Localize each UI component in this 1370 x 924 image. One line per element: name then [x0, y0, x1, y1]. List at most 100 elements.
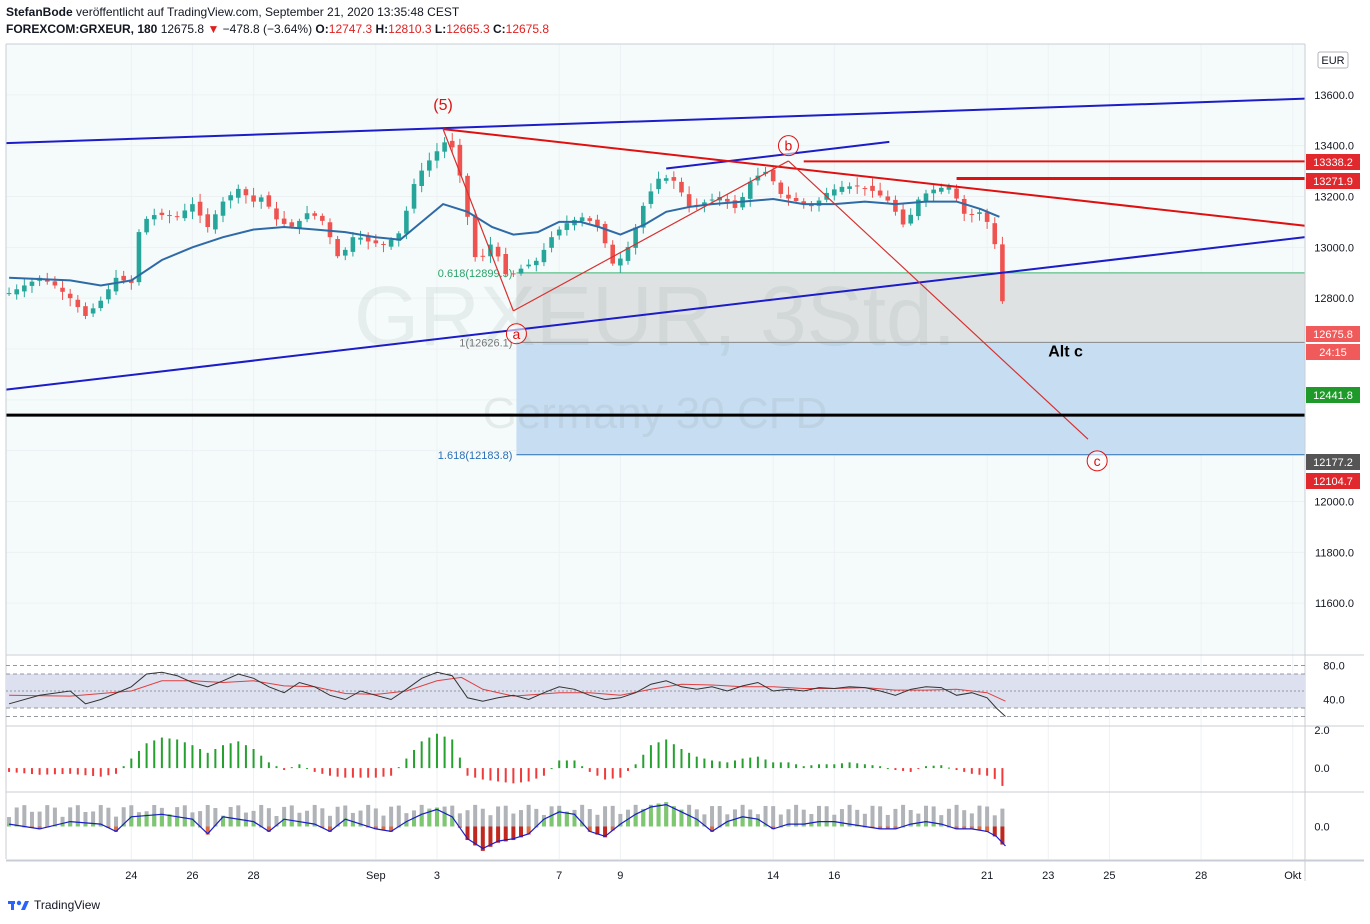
candle-body — [14, 289, 19, 295]
macd-bar — [336, 768, 339, 777]
wave-b-up-line — [513, 160, 789, 312]
momentum-gray-bar — [274, 815, 279, 827]
x-tick-label: 21 — [981, 870, 993, 882]
macd-bar — [902, 768, 905, 771]
momentum-gray-bar — [992, 815, 997, 827]
y-tick-label: 13000.0 — [1314, 242, 1354, 254]
momentum-bar — [748, 817, 753, 827]
macd-bar — [137, 750, 140, 769]
momentum-gray-bar — [37, 811, 42, 827]
candle-body — [854, 185, 860, 187]
macd-bar — [397, 767, 400, 769]
x-tick-label: 14 — [767, 870, 779, 882]
momentum-bar — [694, 818, 699, 827]
candle-body — [663, 178, 669, 181]
momentum-gray-bar — [893, 808, 898, 827]
candle-body — [946, 186, 952, 190]
candle-body — [220, 201, 226, 216]
candle-body — [281, 218, 287, 224]
candle-body — [373, 240, 379, 244]
macd-bar — [550, 768, 553, 770]
momentum-bar — [144, 814, 149, 827]
momentum-gray-bar — [251, 810, 256, 827]
macd-bar — [619, 768, 622, 778]
momentum-gray-bar — [22, 805, 27, 827]
candle-body — [770, 169, 776, 182]
short-trend-line — [666, 140, 890, 170]
candle-body — [908, 214, 914, 224]
momentum-bar — [656, 803, 661, 827]
candle-body — [686, 194, 692, 207]
momentum-bar — [725, 821, 730, 827]
channel-upper-line — [5, 97, 1306, 145]
candle-body — [350, 237, 356, 252]
macd-bar — [970, 768, 973, 774]
macd-bar — [229, 743, 232, 769]
macd-bar — [76, 768, 79, 775]
momentum-bar — [641, 808, 646, 827]
alt-c-label: Alt c — [1048, 344, 1083, 361]
momentum-bar — [786, 823, 791, 827]
wave-5-label: (5) — [433, 97, 453, 114]
momentum-gray-bar — [320, 808, 325, 827]
macd-bar — [626, 768, 629, 771]
macd-bar — [497, 768, 500, 782]
macd-bar — [565, 760, 568, 769]
momentum-gray-bar — [480, 808, 485, 827]
macd-bar — [779, 762, 782, 769]
macd-bar — [756, 756, 759, 769]
momentum-bar — [580, 822, 585, 827]
symbol-name[interactable]: FOREXCOM:GRXEUR, 180 — [6, 22, 158, 36]
momentum-gray-bar — [350, 812, 355, 827]
candle-body — [159, 212, 165, 216]
channel-lower-line — [5, 236, 1306, 391]
macd-bar — [634, 764, 637, 769]
macd-bar — [879, 766, 882, 769]
macd-bar — [993, 768, 996, 779]
candle-body — [954, 188, 959, 199]
footer-brand[interactable]: TradingView — [34, 898, 101, 912]
macd-bar — [535, 768, 538, 779]
macd-bar — [558, 760, 561, 769]
publish-info: veröffentlicht auf TradingView.com, Sept… — [76, 5, 460, 19]
momentum-bar — [389, 826, 394, 832]
momentum-gray-bar — [465, 810, 470, 827]
macd-bar — [84, 768, 87, 776]
author-name[interactable]: StefanBode — [6, 5, 73, 19]
macd-bar — [581, 766, 584, 769]
momentum-gray-bar — [91, 811, 96, 827]
x-tick-label: 9 — [617, 870, 623, 882]
y-tick-label: 11600.0 — [1315, 598, 1354, 610]
candle-body — [625, 247, 631, 261]
candle-body — [602, 223, 608, 244]
macd-tick-label: 2.0 — [1314, 725, 1329, 737]
price-tag-12441.8 — [1306, 387, 1360, 403]
macd-bar — [810, 765, 813, 769]
momentum-bar — [228, 817, 233, 827]
macd-bar — [99, 768, 102, 777]
x-tick-label: 28 — [1195, 870, 1207, 882]
momentum-bar — [312, 823, 317, 827]
macd-bar — [153, 740, 156, 769]
candle-body — [419, 170, 424, 186]
momentum-bar — [511, 826, 516, 841]
momentum-gray-bar — [327, 815, 332, 827]
macd-bar — [695, 756, 698, 769]
macd-bar — [367, 768, 370, 778]
candle-body — [526, 264, 531, 267]
momentum-bar — [526, 826, 531, 835]
price-tag-label: 12104.7 — [1313, 476, 1353, 488]
macd-bar — [313, 768, 316, 772]
candle-body — [90, 308, 96, 314]
candle-body — [992, 223, 998, 245]
momentum-bar — [114, 826, 119, 832]
macd-bar — [390, 768, 393, 776]
candle-body — [778, 182, 784, 194]
momentum-bar — [190, 818, 195, 827]
candle-body — [465, 175, 470, 217]
momentum-gray-bar — [52, 807, 57, 827]
momentum-gray-bar — [870, 805, 875, 827]
candle-body — [434, 151, 440, 161]
candle-body — [801, 201, 807, 204]
